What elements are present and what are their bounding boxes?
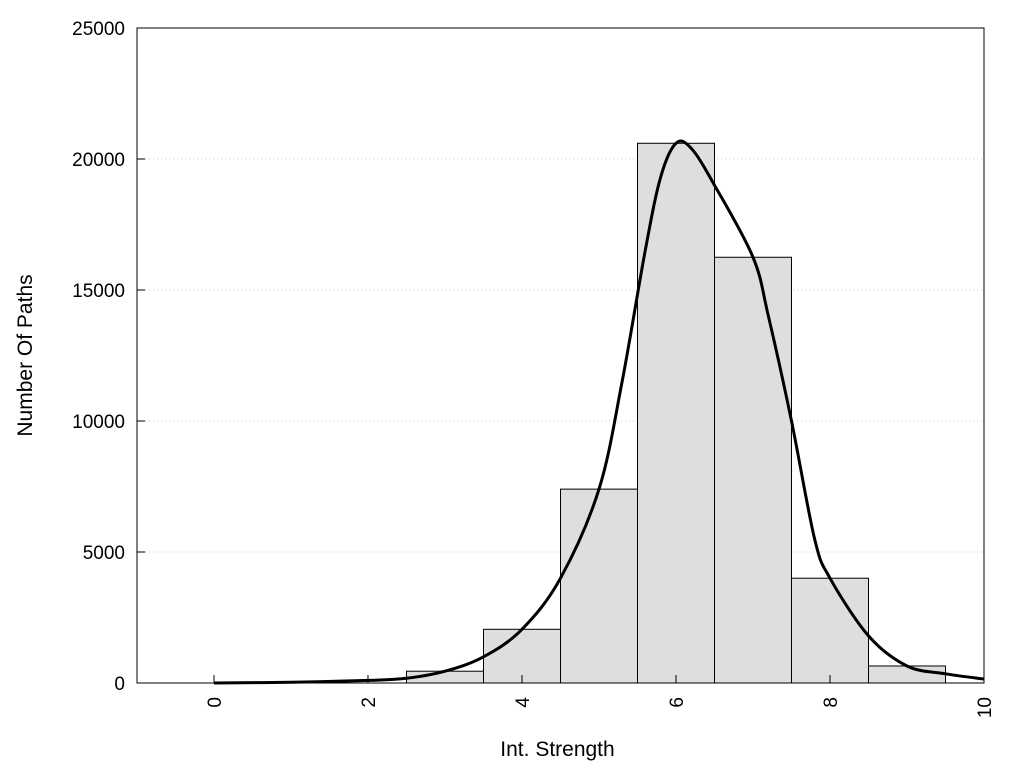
x-tick-label-8: 8 [821,697,842,708]
plot-frame [136,27,985,684]
bar-5 [560,488,638,684]
x-tick-label-0: 0 [205,697,226,708]
density-curve [213,139,985,685]
y-tick-label-20000: 20000 [72,150,125,171]
y-tick-label-0: 0 [114,674,125,695]
y-tick-label-10000: 10000 [72,412,125,433]
x-tick-label-10: 10 [975,697,996,718]
x-axis-label: Int. Strength [500,738,614,761]
x-axis-ticks: 0 2 4 6 8 10 [205,675,996,718]
x-tick-label-6: 6 [667,697,688,708]
bar-9 [868,665,946,684]
y-tick-label-5000: 5000 [83,543,125,564]
y-axis-ticks: 0 5000 10000 15000 20000 25000 [72,19,145,695]
y-tick-label-15000: 15000 [72,281,125,302]
y-axis-label: Number Of Paths [14,274,37,436]
bar-8 [791,577,869,684]
x-tick-label-4: 4 [513,697,534,708]
histogram-bars [406,142,946,684]
bar-4 [483,628,561,684]
bar-7 [714,256,792,684]
x-tick-label-2: 2 [359,697,380,708]
y-tick-label-25000: 25000 [72,19,125,40]
